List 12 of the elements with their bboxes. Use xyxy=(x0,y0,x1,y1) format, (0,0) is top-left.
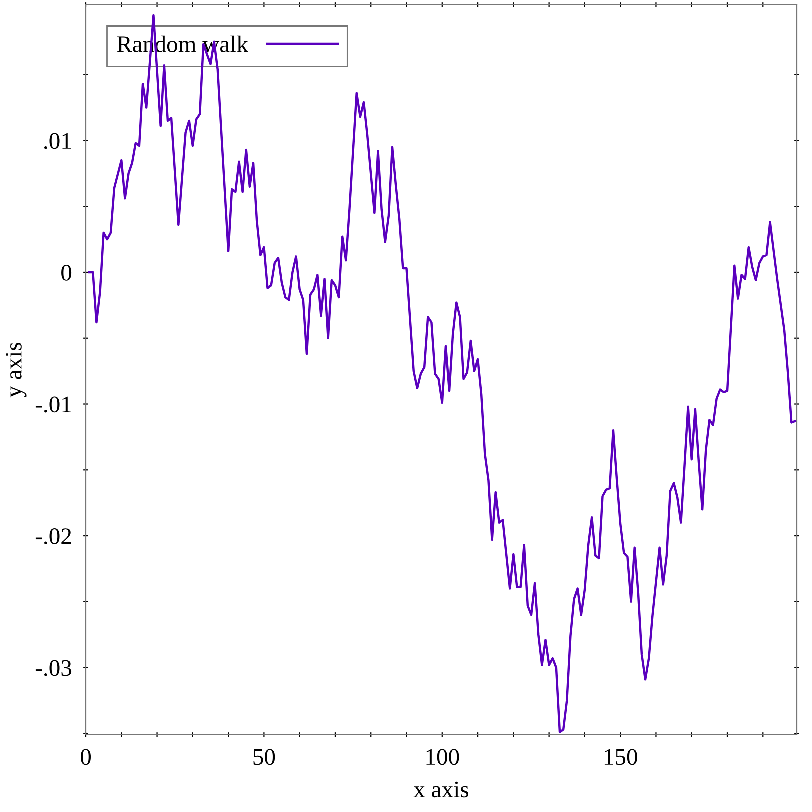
x-tick-label: 50 xyxy=(254,749,276,766)
y-tick-label: -.03 xyxy=(36,660,72,676)
x-tick-label: 100 xyxy=(426,749,460,766)
y-axis-title: y axis xyxy=(6,342,27,398)
y-tick-label: -.02 xyxy=(36,528,72,545)
y-tick-label: 0 xyxy=(62,264,72,281)
x-axis-title: x axis xyxy=(414,782,469,798)
x-tick-label: 150 xyxy=(604,749,638,766)
x-tick-label: 0 xyxy=(80,749,92,766)
y-tick-label: -.01 xyxy=(36,396,72,413)
line-series xyxy=(88,14,796,734)
y-tick-label: .01 xyxy=(44,133,72,150)
